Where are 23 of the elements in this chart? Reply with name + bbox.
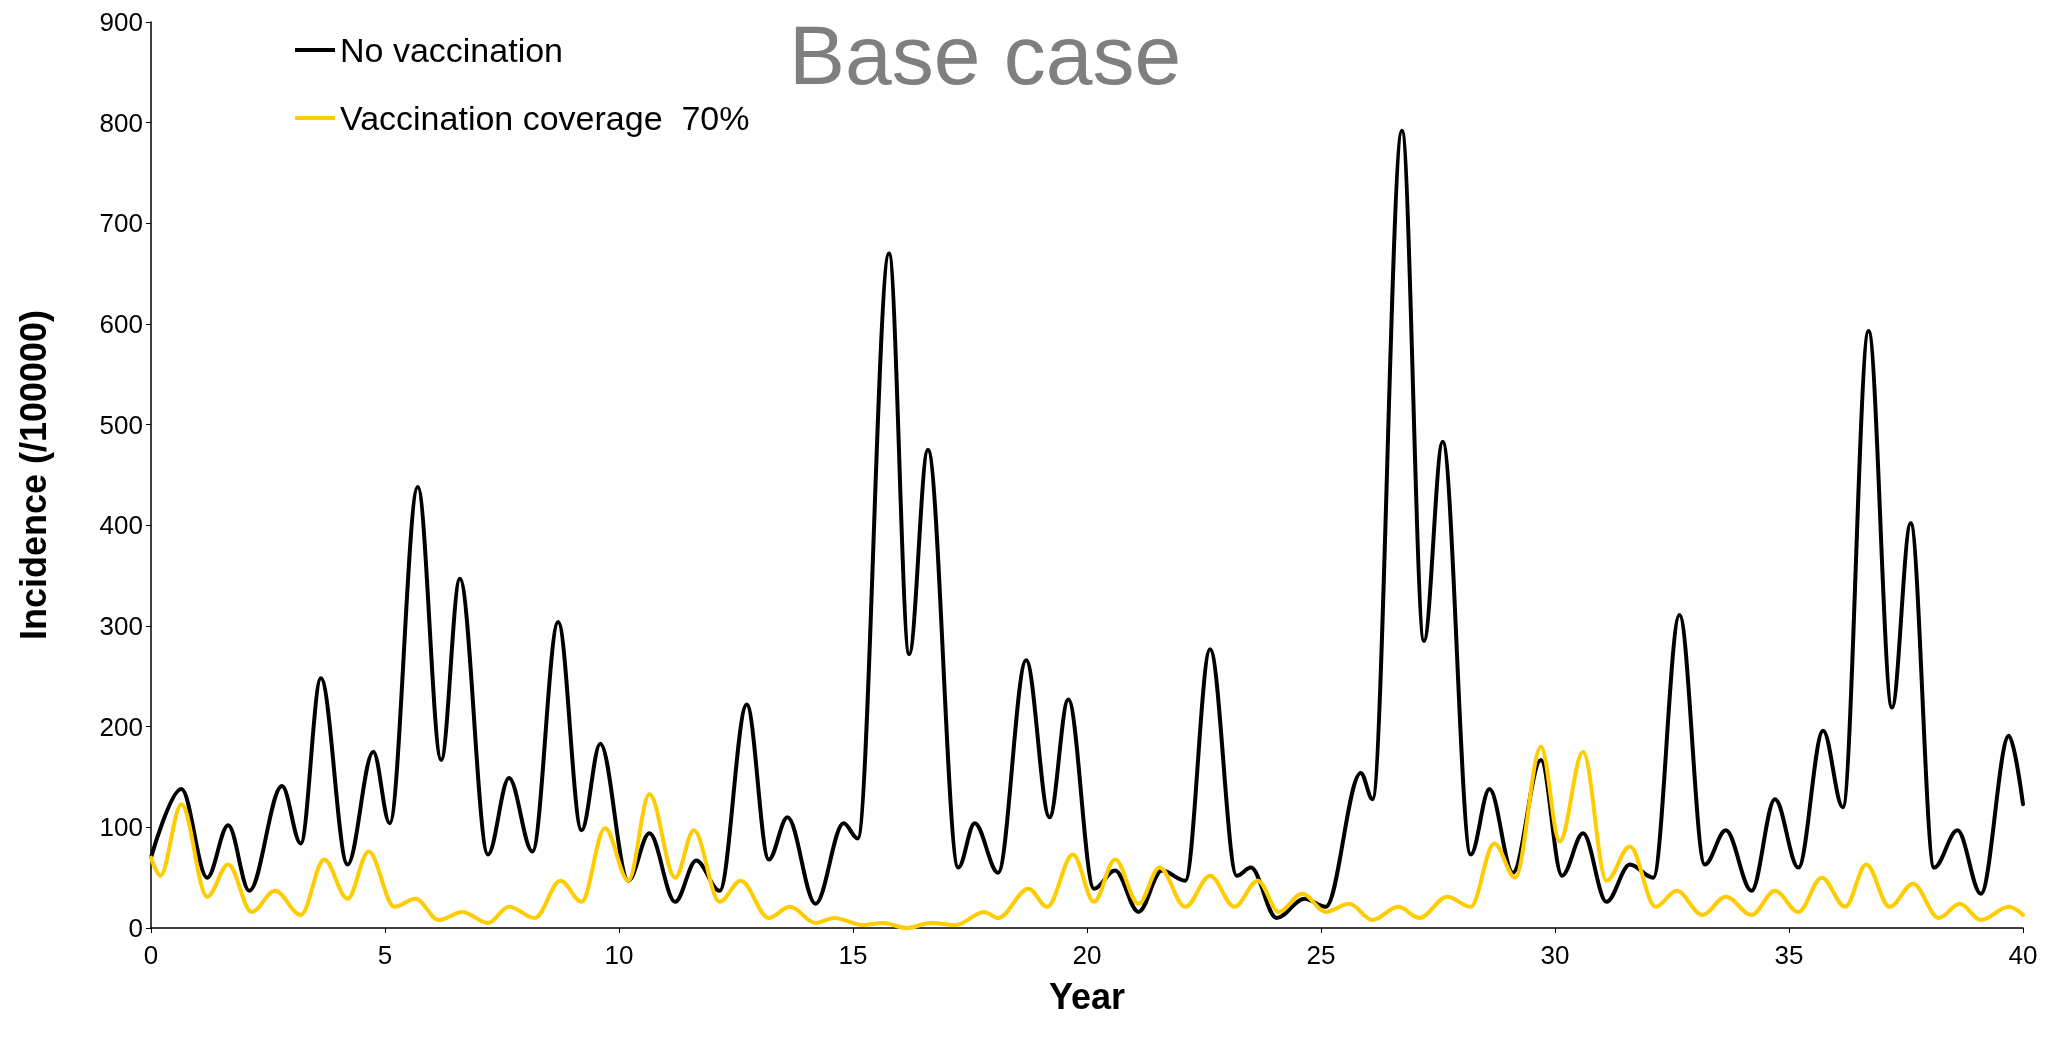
x-tick-label: 5	[377, 940, 393, 970]
y-tick-label: 900	[99, 7, 143, 37]
y-tick-label: 100	[99, 812, 143, 843]
y-axis-title: Incidence (/100000)	[12, 309, 54, 641]
chart-title: Base case	[788, 8, 1182, 102]
x-tick-label: 25	[1306, 940, 1336, 970]
x-tick-label: 40	[2008, 940, 2038, 970]
x-tick-label: 15	[838, 940, 868, 970]
y-tick-label: 700	[99, 208, 143, 239]
x-tick-label: 35	[1774, 940, 1804, 970]
x-tick-label: 10	[604, 940, 634, 970]
y-tick-label: 600	[99, 309, 143, 339]
y-tick-label: 300	[99, 611, 143, 641]
y-tick-label: 500	[99, 409, 143, 440]
y-tick-label: 800	[99, 107, 143, 138]
legend-label: No vaccination	[340, 31, 564, 69]
y-tick-label: 400	[99, 510, 143, 541]
x-tick-label: 30	[1540, 940, 1570, 970]
x-tick-label: 20	[1072, 940, 1102, 970]
y-tick-label: 200	[99, 711, 143, 742]
y-tick-label: 0	[128, 913, 143, 943]
x-axis-title: Year	[1048, 975, 1126, 1017]
legend-label: Vaccination coverage 70%	[340, 99, 750, 137]
